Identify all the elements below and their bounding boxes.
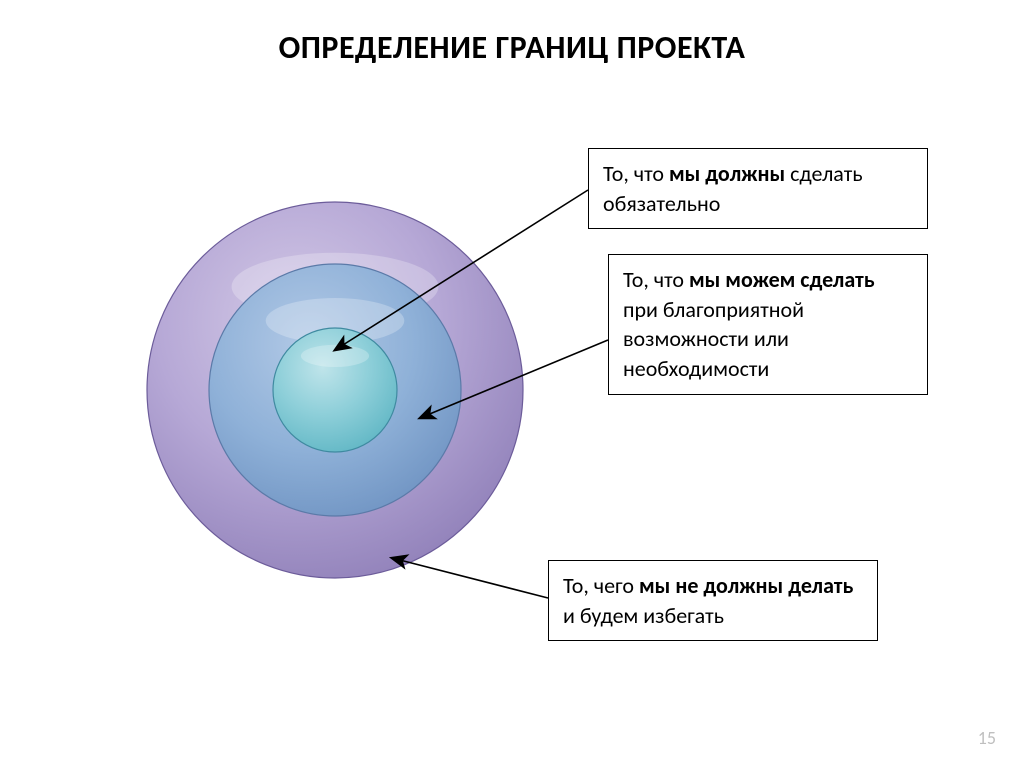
callout-box-can: То, что мы можем сделать при благоприятн… bbox=[608, 254, 928, 395]
page-number: 15 bbox=[978, 727, 996, 749]
callout-box-mustnot: То, чего мы не должны делать и будем изб… bbox=[548, 560, 878, 641]
callout-line-mustnot bbox=[392, 558, 548, 598]
callout-box-must: То, что мы должны сделать обязательно bbox=[588, 148, 928, 229]
